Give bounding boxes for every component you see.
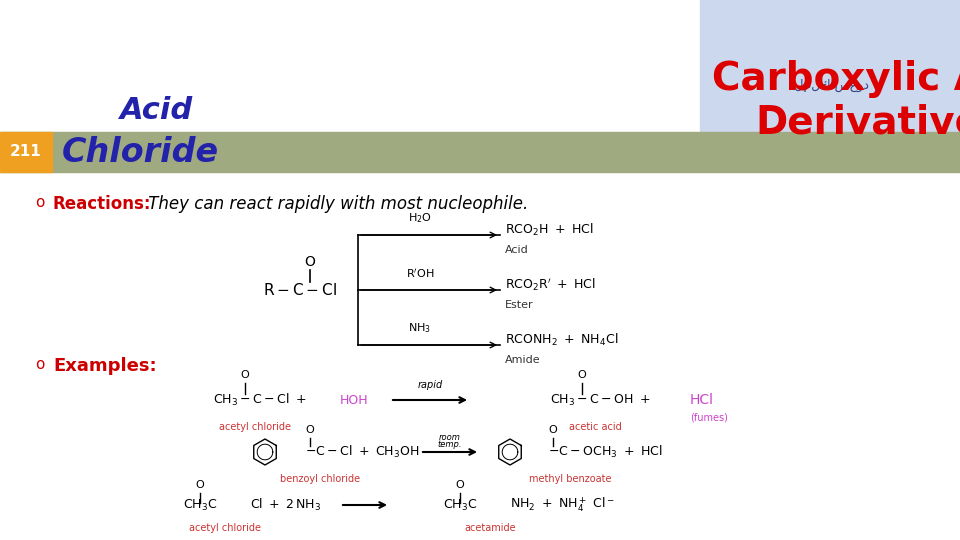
- Text: O: O: [578, 370, 587, 380]
- Text: Reactions:: Reactions:: [53, 195, 152, 213]
- Text: O: O: [456, 480, 465, 490]
- Text: acetyl chloride: acetyl chloride: [189, 523, 261, 533]
- Bar: [700, 0, 960, 170]
- Text: acetamide: acetamide: [465, 523, 516, 533]
- Text: الملك سعود: الملك سعود: [791, 78, 869, 92]
- Text: $\mathsf{Cl\ +\ 2\,NH_3}$: $\mathsf{Cl\ +\ 2\,NH_3}$: [250, 497, 322, 513]
- Text: Amide: Amide: [505, 355, 540, 365]
- Text: $\mathsf{CH_3-C-OH\ +}$: $\mathsf{CH_3-C-OH\ +}$: [550, 393, 650, 408]
- Text: room: room: [439, 433, 461, 442]
- Text: O: O: [304, 255, 316, 269]
- Text: O: O: [548, 425, 558, 435]
- Text: $\mathsf{CH_3C}$: $\mathsf{CH_3C}$: [182, 497, 217, 512]
- Text: $\mathsf{RCO_2H\ +\ HCl}$: $\mathsf{RCO_2H\ +\ HCl}$: [505, 222, 593, 238]
- Text: $\mathsf{-C-OCH_3\ +\ HCl}$: $\mathsf{-C-OCH_3\ +\ HCl}$: [548, 444, 662, 460]
- Text: acetic acid: acetic acid: [568, 422, 621, 432]
- Text: O: O: [196, 480, 204, 490]
- Text: benzoyl chloride: benzoyl chloride: [280, 474, 360, 484]
- Bar: [0, 132, 52, 172]
- Text: O: O: [305, 425, 314, 435]
- Text: rapid: rapid: [418, 380, 443, 390]
- Text: o: o: [35, 195, 44, 210]
- Text: Carboxylic Acid
Derivatives: Carboxylic Acid Derivatives: [712, 60, 960, 142]
- Text: $\mathsf{CH_3C}$: $\mathsf{CH_3C}$: [443, 497, 477, 512]
- Text: Acid: Acid: [120, 96, 193, 125]
- Text: acetyl chloride: acetyl chloride: [219, 422, 291, 432]
- Text: $\mathsf{CH_3-C-Cl\ +}$: $\mathsf{CH_3-C-Cl\ +}$: [213, 392, 307, 408]
- Text: $\mathsf{RCONH_2\ +\ NH_4Cl}$: $\mathsf{RCONH_2\ +\ NH_4Cl}$: [505, 332, 618, 348]
- Text: O: O: [241, 370, 250, 380]
- Text: HCl: HCl: [690, 393, 714, 407]
- Text: $\mathsf{NH_3}$: $\mathsf{NH_3}$: [408, 321, 432, 335]
- Text: 211: 211: [11, 145, 42, 159]
- Text: HOH: HOH: [340, 394, 369, 407]
- Text: Ester: Ester: [505, 300, 534, 310]
- Text: $\mathsf{H_2O}$: $\mathsf{H_2O}$: [408, 211, 432, 225]
- Text: Examples:: Examples:: [53, 357, 156, 375]
- Text: Acid: Acid: [505, 245, 529, 255]
- Text: Chloride: Chloride: [62, 136, 219, 168]
- Text: o: o: [35, 357, 44, 372]
- Text: (fumes): (fumes): [690, 413, 728, 423]
- Text: $\mathsf{-C-Cl\ +\ CH_3OH}$: $\mathsf{-C-Cl\ +\ CH_3OH}$: [305, 444, 420, 460]
- Text: $\mathsf{RCO_2R'\ +\ HCl}$: $\mathsf{RCO_2R'\ +\ HCl}$: [505, 276, 596, 293]
- Text: methyl benzoate: methyl benzoate: [529, 474, 612, 484]
- Text: $\mathsf{NH_2\ +\ NH_4^+\ Cl^-}$: $\mathsf{NH_2\ +\ NH_4^+\ Cl^-}$: [510, 496, 614, 515]
- Bar: [0, 132, 960, 172]
- Text: $\mathsf{R'OH}$: $\mathsf{R'OH}$: [406, 267, 434, 280]
- Text: $\mathsf{R-C-Cl}$: $\mathsf{R-C-Cl}$: [263, 282, 337, 298]
- Text: They can react rapidly with most nucleophile.: They can react rapidly with most nucleop…: [143, 195, 528, 213]
- Text: temp.: temp.: [438, 440, 463, 449]
